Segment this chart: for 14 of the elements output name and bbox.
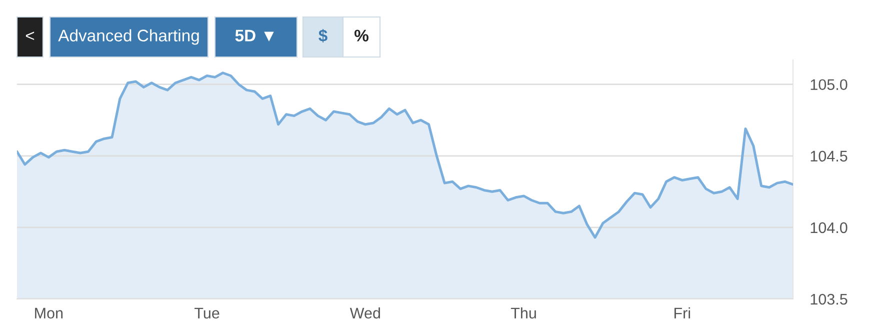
x-tick-label: Thu (510, 307, 536, 319)
x-tick-label: Tue (194, 308, 220, 319)
y-tick-label: 103.5 (810, 294, 848, 305)
y-tick-label: 104.5 (810, 150, 848, 162)
text: < (26, 32, 34, 40)
y-tick-label: 104.0 (810, 222, 848, 234)
text: 5D ▼ (235, 30, 274, 42)
text: % (354, 30, 368, 42)
text: Advanced Charting (58, 29, 199, 45)
y-tick-label: 105.0 (810, 79, 848, 90)
x-tick-label: Fri (674, 307, 690, 318)
x-tick-label: Mon (35, 308, 63, 319)
x-tick-label: Wed (350, 307, 380, 319)
text: $ (318, 28, 328, 43)
